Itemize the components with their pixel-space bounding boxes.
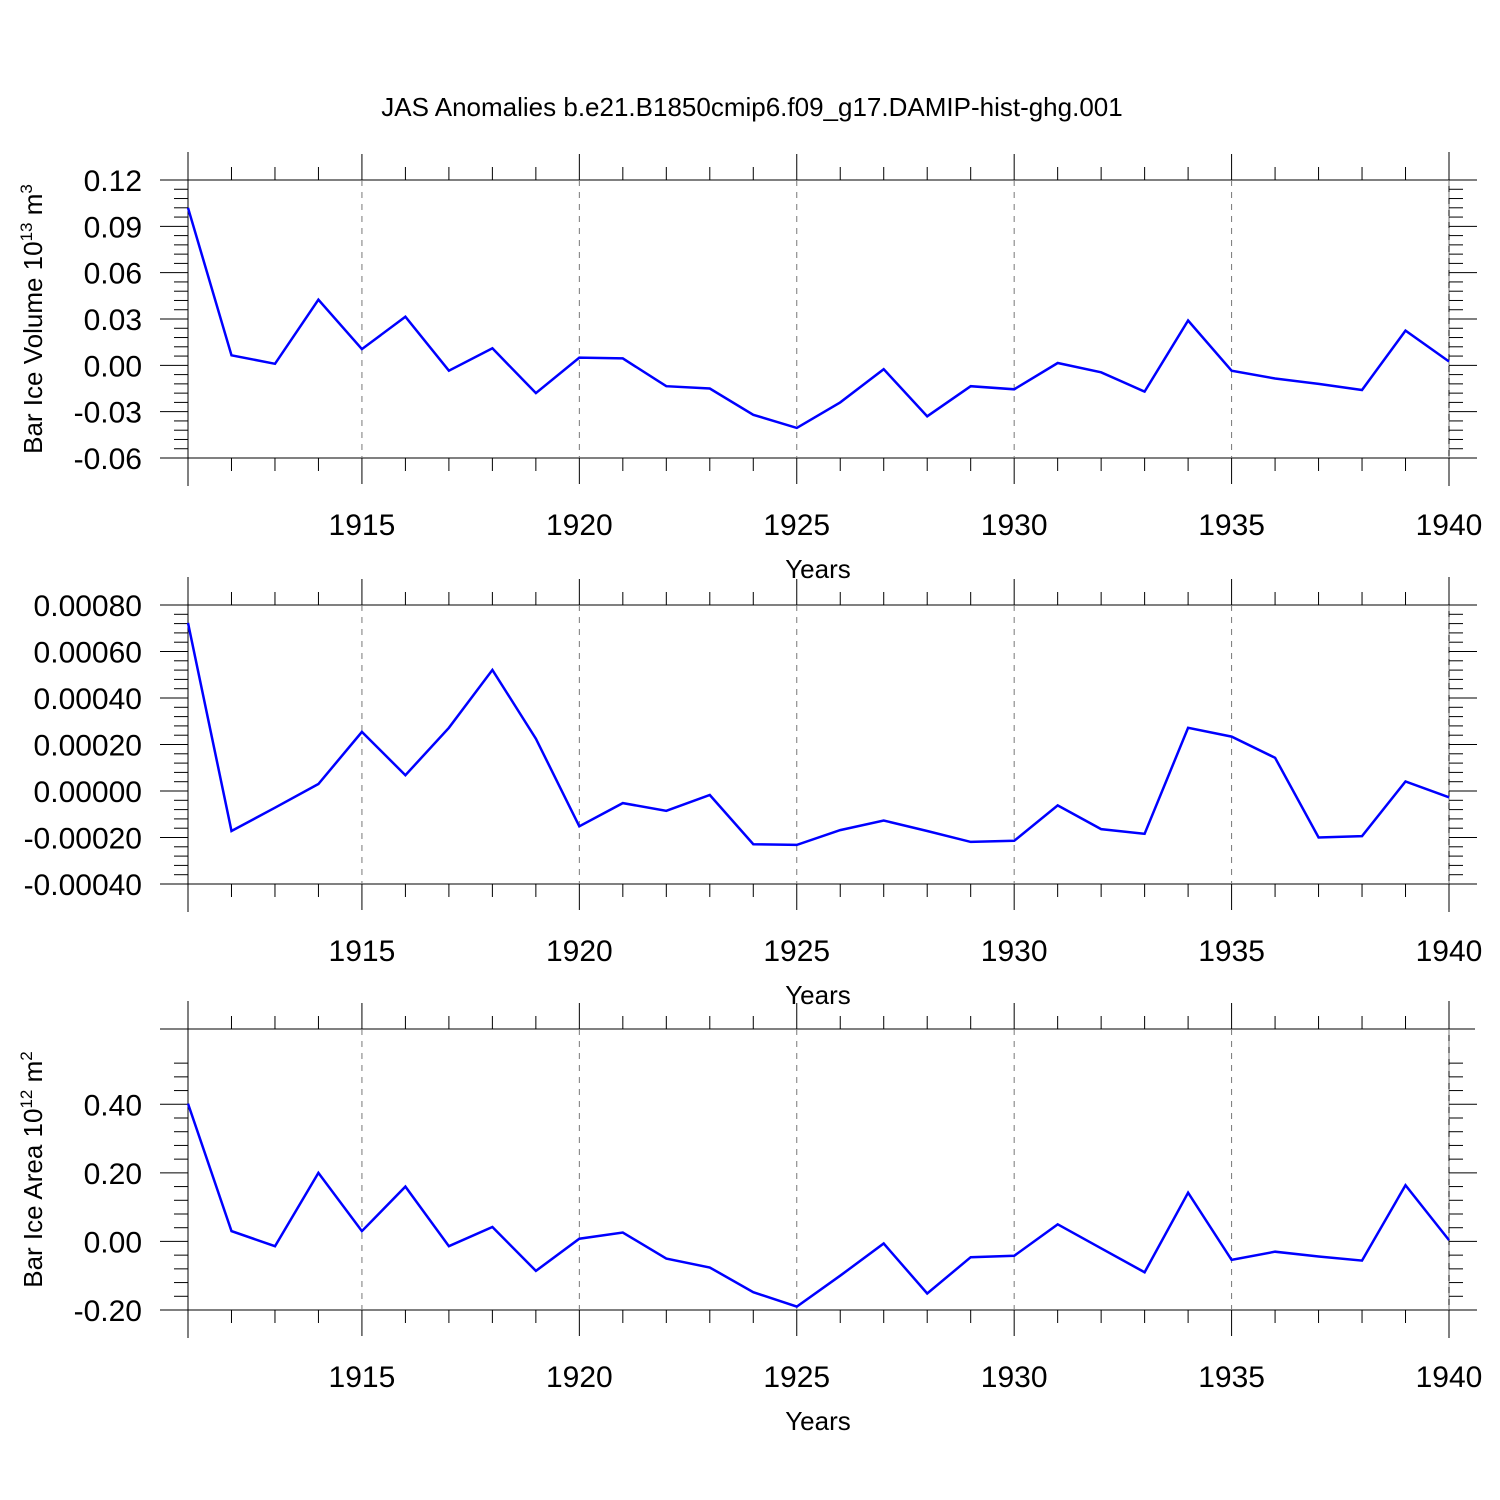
x-tick-label: 1935 xyxy=(1198,935,1265,968)
x-tick-label: 1935 xyxy=(1198,509,1265,542)
x-tick-label: 1930 xyxy=(981,935,1048,968)
x-tick-label: 1930 xyxy=(981,1361,1048,1394)
y-tick-label: 0.06 xyxy=(84,258,142,291)
panels: 1915 1920 1925 1930 1935 1940 Years -0.06 -0.03 0… xyxy=(17,152,1482,1436)
x-tick-label: 1920 xyxy=(546,509,613,542)
x-tick-label: 1915 xyxy=(329,1361,396,1394)
y-tick-label: 0.00 xyxy=(84,1226,142,1259)
x-tick-label: 1920 xyxy=(546,1361,613,1394)
y-tick-label: -0.03 xyxy=(74,397,142,430)
x-tick-label: 1915 xyxy=(329,935,396,968)
y-tick-label: 0.20 xyxy=(84,1158,142,1191)
x-tick-label: 1940 xyxy=(1416,509,1483,542)
y-axis-title-base: Bar Ice Area 10 xyxy=(18,1109,48,1288)
y-tick-label: 0.03 xyxy=(84,304,142,337)
y-tick-label: -0.00040 xyxy=(24,869,142,902)
y-axis-title-unit_exp: 2 xyxy=(17,1051,36,1060)
x-tick-label: 1920 xyxy=(546,935,613,968)
x-tick-label: 1915 xyxy=(329,509,396,542)
y-axis-title: Bar Ice Area 1012 m2 xyxy=(17,1051,48,1288)
y-tick-label: -0.00020 xyxy=(24,823,142,856)
y-tick-label: 0.00020 xyxy=(34,730,142,763)
panel-3: 1915 1920 1925 1930 1935 1940 Years -0.20 0.00 0.… xyxy=(17,1001,1482,1436)
y-tick-label: 0.00080 xyxy=(34,590,142,623)
y-tick-label: -0.06 xyxy=(74,443,142,476)
y-axis-title-base: Bar Ice Volume 10 xyxy=(18,241,48,453)
y-tick-label: 0.00040 xyxy=(34,683,142,716)
y-tick-label: 0.00060 xyxy=(34,637,142,670)
x-tick-label: 1935 xyxy=(1198,1361,1265,1394)
y-axis-title-mid: m xyxy=(18,1061,48,1090)
x-tick-label: 1925 xyxy=(763,1361,830,1394)
panel-1: 1915 1920 1925 1930 1935 1940 Years -0.06 -0.03 0… xyxy=(17,152,1482,584)
y-tick-label: 0.00 xyxy=(84,350,142,383)
panel-2: 1915 1920 1925 1930 1935 1940 Years -0.00040 -0.… xyxy=(24,577,1483,1010)
series-line-thickness xyxy=(186,622,1450,847)
y-tick-label: 0.09 xyxy=(84,211,142,244)
y-tick-label: 0.00000 xyxy=(34,776,142,809)
x-axis-title: Years xyxy=(785,554,851,584)
y-axis-title: Bar Ice Volume 1013 m3 xyxy=(17,184,48,454)
y-tick-label: -0.20 xyxy=(74,1295,142,1328)
x-axis-title: Years xyxy=(785,1406,851,1436)
x-tick-label: 1925 xyxy=(763,509,830,542)
x-tick-label: 1930 xyxy=(981,509,1048,542)
x-axis-title: Years xyxy=(785,980,851,1010)
x-tick-label: 1940 xyxy=(1416,935,1483,968)
y-axis-title-exp: 13 xyxy=(17,222,36,241)
series-line-area xyxy=(186,1103,1450,1308)
y-tick-label: 0.40 xyxy=(84,1089,142,1122)
figure-title: JAS Anomalies b.e21.B1850cmip6.f09_g17.D… xyxy=(381,92,1122,122)
y-tick-label: 0.12 xyxy=(84,165,142,198)
y-axis-title-mid: m xyxy=(18,194,48,223)
y-axis-title-unit_exp: 3 xyxy=(17,184,36,193)
y-axis-title-exp: 12 xyxy=(17,1090,36,1109)
series-line-volume xyxy=(186,207,1450,430)
x-tick-label: 1925 xyxy=(763,935,830,968)
x-tick-label: 1940 xyxy=(1416,1361,1483,1394)
